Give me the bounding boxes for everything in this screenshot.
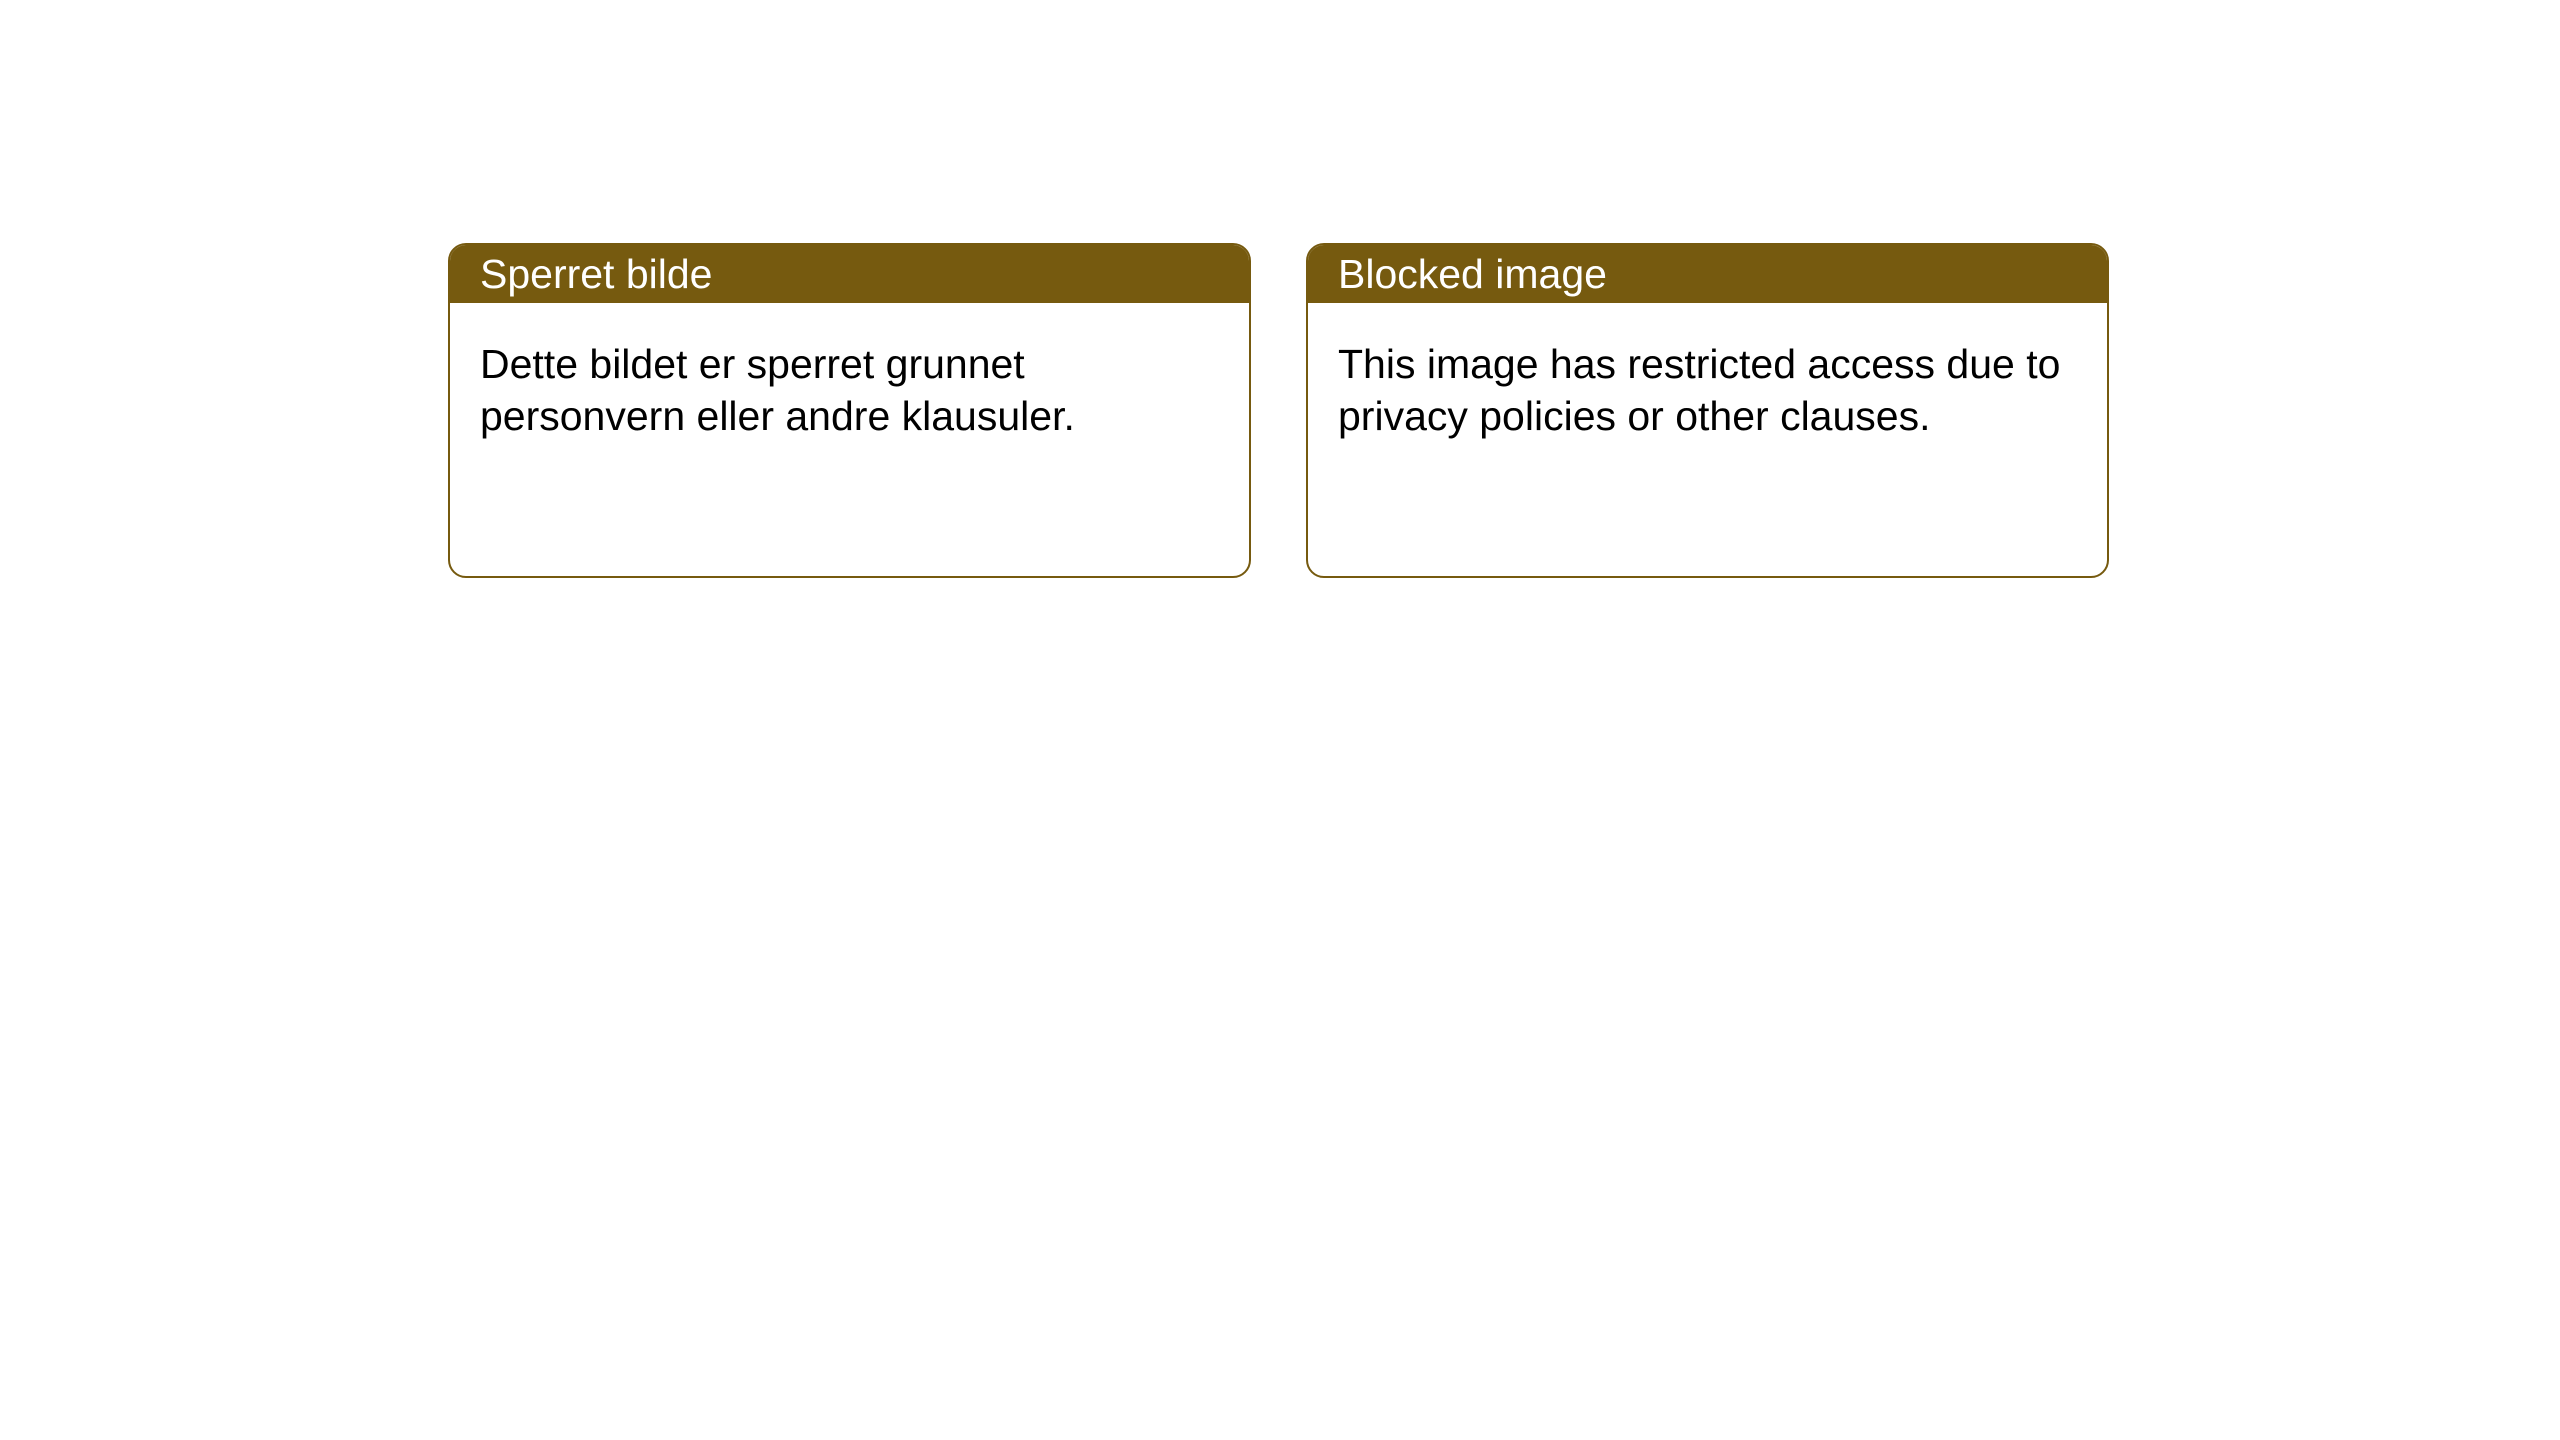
notice-card-text: This image has restricted access due to …: [1338, 341, 2060, 439]
notice-card-title: Sperret bilde: [480, 251, 712, 298]
notice-card-english: Blocked image This image has restricted …: [1306, 243, 2109, 578]
notice-cards-container: Sperret bilde Dette bildet er sperret gr…: [448, 243, 2109, 578]
notice-card-title: Blocked image: [1338, 251, 1607, 298]
notice-card-text: Dette bildet er sperret grunnet personve…: [480, 341, 1075, 439]
notice-card-body: This image has restricted access due to …: [1308, 303, 2107, 478]
notice-card-body: Dette bildet er sperret grunnet personve…: [450, 303, 1249, 478]
notice-card-norwegian: Sperret bilde Dette bildet er sperret gr…: [448, 243, 1251, 578]
notice-card-header: Blocked image: [1308, 245, 2107, 303]
notice-card-header: Sperret bilde: [450, 245, 1249, 303]
